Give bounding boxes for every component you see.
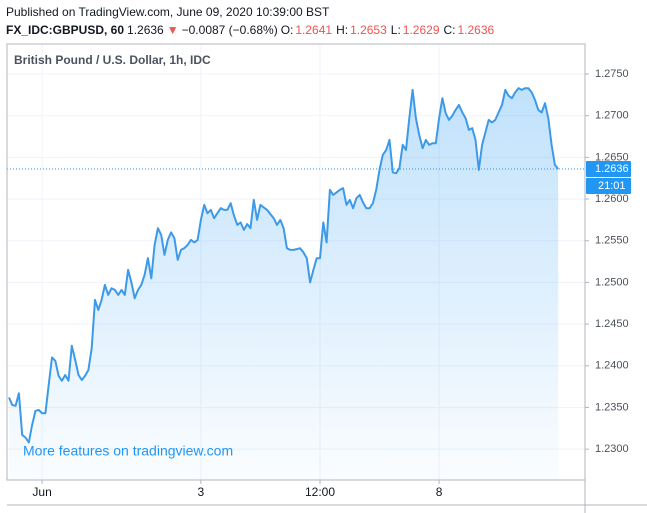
x-tick-label: 12:00 <box>305 485 335 499</box>
y-tick-label: 1.2350 <box>595 401 629 413</box>
y-tick-label: 1.2500 <box>595 276 629 288</box>
y-tick-label: 1.2600 <box>595 193 629 205</box>
x-tick-label: 8 <box>436 485 443 499</box>
symbol-line: FX_IDC:GBPUSD, 60 1.2636 ▼ −0.0087 (−0.6… <box>6 21 496 39</box>
countdown-label: 21:01 <box>598 180 626 192</box>
area-fill <box>9 88 559 480</box>
change: −0.0087 (−0.68%) <box>181 23 278 37</box>
price-line <box>8 87 559 444</box>
symbol: FX_IDC:GBPUSD, 60 <box>6 23 125 37</box>
last-price-label: 1.2636 <box>595 163 629 175</box>
price: 1.2636 <box>127 23 164 37</box>
header: Published on TradingView.com, June 09, 2… <box>6 3 496 39</box>
x-tick-label: 3 <box>198 485 205 499</box>
ohlc-value: 1.2636 <box>457 23 495 37</box>
y-tick-label: 1.2700 <box>595 110 629 122</box>
y-tick-label: 1.2400 <box>595 360 629 372</box>
axis: 1.2300 1.2350 1.2400 1.2450 1.2500 1.2550 1.26… <box>32 68 631 499</box>
ohlc-label: H: <box>336 23 349 37</box>
y-tick-label: 1.2750 <box>595 68 629 80</box>
chart-legend: British Pound / U.S. Dollar, 1h, IDC <box>14 53 211 67</box>
countdown-box <box>586 178 631 195</box>
direction: ▼ <box>166 23 179 37</box>
published-line: Published on TradingView.com, June 09, 2… <box>6 5 330 19</box>
ohlc-value: 1.2653 <box>350 23 387 37</box>
watermark: More features on tradingview.com <box>23 443 233 459</box>
plot-frame <box>6 43 586 481</box>
y-tick-label: 1.2650 <box>595 151 629 163</box>
ohlc-value: 1.2629 <box>402 23 440 37</box>
ohlc: O: 1.2641 H: 1.2653 L: 1.2629 C: 1.2636 <box>281 21 497 39</box>
ohlc-label: O: <box>280 23 294 37</box>
y-tick-label: 1.2450 <box>595 318 629 330</box>
ohlc-label: C: <box>443 23 456 37</box>
x-tick-label: Jun <box>32 485 51 499</box>
ohlc-value: 1.2641 <box>295 23 333 37</box>
y-tick-label: 1.2550 <box>595 235 629 247</box>
plot <box>7 87 585 480</box>
last-price-box <box>586 161 631 178</box>
y-tick-label: 1.2300 <box>595 443 629 455</box>
ohlc-label: L: <box>390 23 401 37</box>
